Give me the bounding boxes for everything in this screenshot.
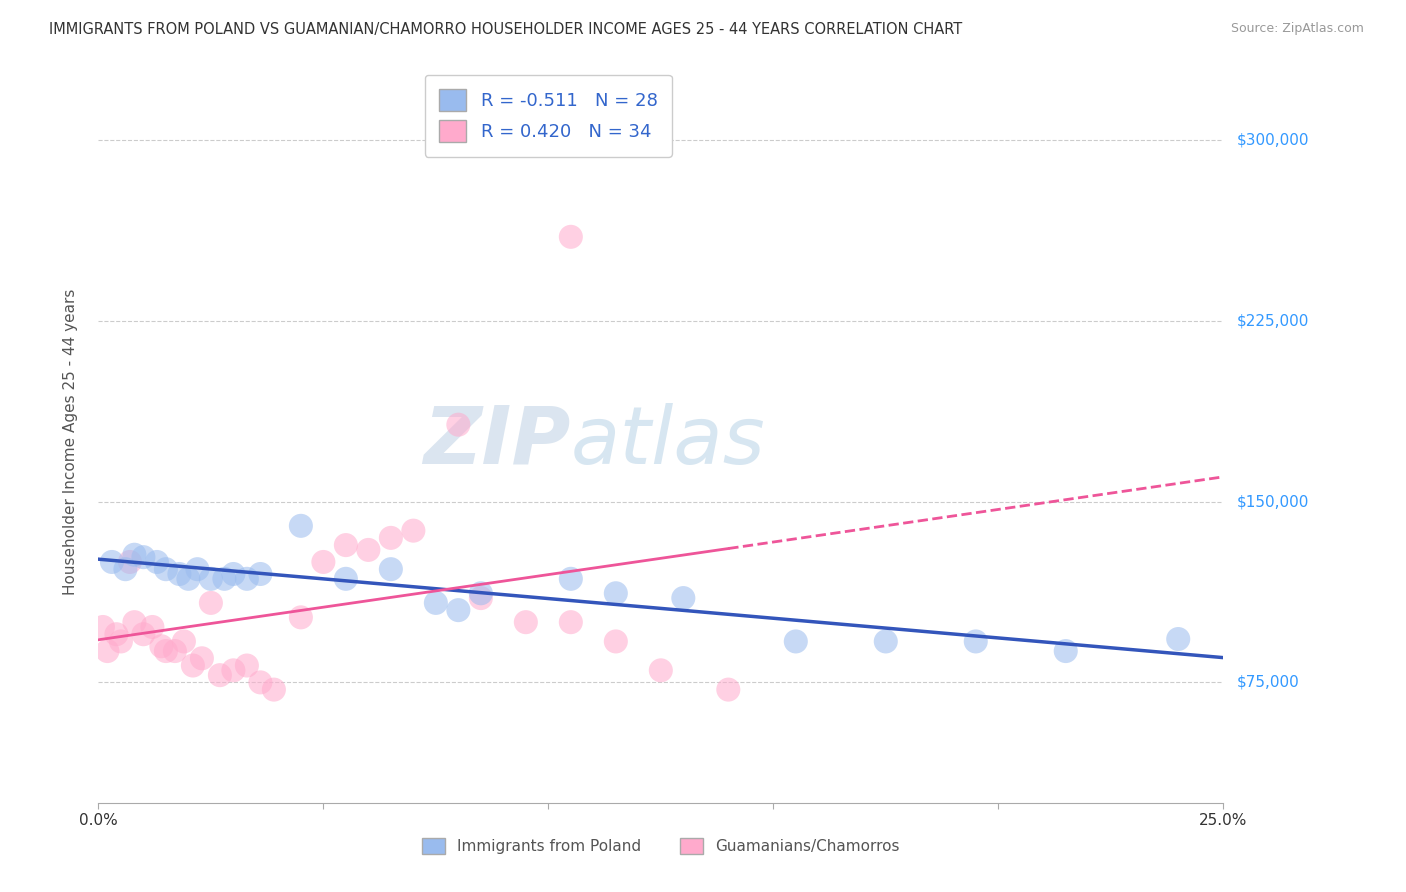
Point [560, 615, 582, 630]
Point [191, 651, 214, 665]
Point [357, 542, 380, 557]
Point [785, 634, 807, 648]
Point [672, 591, 695, 606]
Point [181, 658, 204, 673]
Point [163, 644, 186, 658]
Point [132, 627, 155, 641]
Point [169, 567, 191, 582]
Point [105, 627, 128, 641]
Point [146, 555, 169, 569]
Point [249, 567, 271, 582]
Text: atlas: atlas [571, 402, 766, 481]
Text: $150,000: $150,000 [1237, 494, 1309, 509]
Point [1167, 632, 1189, 646]
Point [290, 610, 312, 624]
Point [717, 682, 740, 697]
Point [335, 572, 357, 586]
Point [141, 620, 163, 634]
Point [132, 550, 155, 565]
Y-axis label: Householder Income Ages 25 - 44 years: Householder Income Ages 25 - 44 years [63, 288, 77, 595]
Point [222, 664, 245, 678]
Text: $75,000: $75,000 [1237, 675, 1301, 690]
Point [101, 555, 124, 569]
Point [263, 682, 285, 697]
Point [335, 538, 357, 552]
Point [155, 562, 177, 576]
Point [155, 644, 177, 658]
Point [605, 634, 627, 648]
Point [312, 555, 335, 569]
Point [965, 634, 987, 648]
Point [114, 562, 136, 576]
Point [560, 572, 582, 586]
Point [124, 615, 146, 630]
Point [470, 591, 492, 606]
Point [200, 596, 222, 610]
Point [380, 531, 402, 545]
Point [249, 675, 271, 690]
Point [214, 572, 236, 586]
Point [447, 417, 470, 432]
Point [200, 572, 222, 586]
Point [875, 634, 897, 648]
Point [96, 644, 118, 658]
Legend: Immigrants from Poland, Guamanians/Chamorros: Immigrants from Poland, Guamanians/Chamo… [416, 832, 905, 860]
Point [290, 519, 312, 533]
Point [650, 664, 672, 678]
Point [208, 668, 231, 682]
Text: IMMIGRANTS FROM POLAND VS GUAMANIAN/CHAMORRO HOUSEHOLDER INCOME AGES 25 - 44 YEA: IMMIGRANTS FROM POLAND VS GUAMANIAN/CHAM… [49, 22, 963, 37]
Point [236, 658, 259, 673]
Point [402, 524, 425, 538]
Point [560, 229, 582, 244]
Point [150, 639, 173, 653]
Point [124, 548, 146, 562]
Point [605, 586, 627, 600]
Text: Source: ZipAtlas.com: Source: ZipAtlas.com [1230, 22, 1364, 36]
Point [91, 620, 114, 634]
Point [380, 562, 402, 576]
Point [177, 572, 200, 586]
Text: $300,000: $300,000 [1237, 133, 1309, 148]
Point [236, 572, 259, 586]
Point [118, 555, 141, 569]
Text: ZIP: ZIP [423, 402, 571, 481]
Text: $225,000: $225,000 [1237, 314, 1309, 328]
Point [186, 562, 208, 576]
Point [222, 567, 245, 582]
Point [425, 596, 447, 610]
Point [447, 603, 470, 617]
Point [110, 634, 132, 648]
Point [470, 586, 492, 600]
Point [515, 615, 537, 630]
Point [173, 634, 195, 648]
Point [1054, 644, 1077, 658]
